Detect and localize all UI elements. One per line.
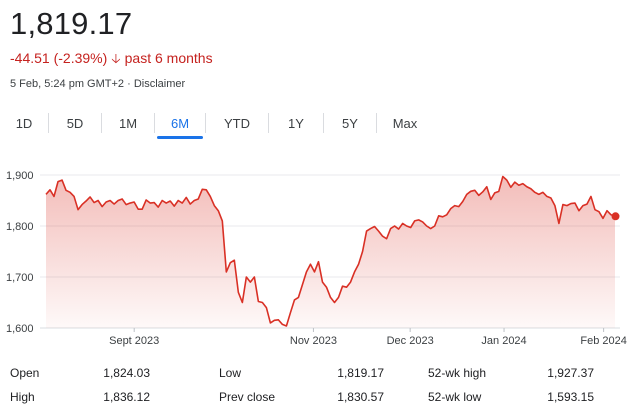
tab-divider bbox=[205, 113, 206, 133]
x-tick-label: Nov 2023 bbox=[290, 335, 337, 347]
stat-value-52wk-low: 1,593.15 bbox=[547, 390, 594, 404]
x-tick-label: Dec 2023 bbox=[387, 335, 434, 347]
time-range-tabs: 1D 5D 1M 6M YTD 1Y 5Y Max bbox=[0, 108, 433, 139]
tab-5y[interactable]: 5Y bbox=[342, 115, 358, 131]
tab-1y[interactable]: 1Y bbox=[288, 115, 304, 131]
x-tick-label: Feb 2024 bbox=[580, 335, 626, 347]
disclaimer-link[interactable]: Disclaimer bbox=[133, 78, 186, 90]
tab-1m[interactable]: 1M bbox=[118, 115, 138, 131]
tab-divider bbox=[48, 113, 49, 133]
stat-label-52wk-high: 52-wk high bbox=[428, 366, 487, 380]
price-line bbox=[45, 175, 616, 327]
price-change: -44.51 (-2.39%) 🡣 past 6 months bbox=[10, 50, 213, 66]
stat-label-prev-close: Prev close bbox=[219, 390, 276, 404]
tab-divider bbox=[376, 113, 377, 133]
meta-separator: · bbox=[127, 78, 131, 90]
last-price-dot bbox=[611, 212, 620, 221]
stock-price: 1,819.17 bbox=[10, 6, 133, 41]
quote-meta: 5 Feb, 5:24 pm GMT+2 · Disclaimer bbox=[10, 78, 185, 90]
stat-value-prev-close: 1,830.57 bbox=[337, 390, 384, 404]
y-tick-label: 1,700 bbox=[6, 272, 34, 284]
x-tick-label: Jan 2024 bbox=[481, 335, 526, 347]
stat-label-open: Open bbox=[10, 366, 40, 380]
price-chart[interactable]: 1,600 1,700 1,800 1,900 Sept 2023 Nov 2023 Dec… bbox=[0, 150, 634, 350]
stat-label-52wk-low: 52-wk low bbox=[428, 390, 482, 404]
tab-1d[interactable]: 1D bbox=[15, 115, 33, 131]
stat-value-open: 1,824.03 bbox=[103, 366, 150, 380]
tab-6m[interactable]: 6M bbox=[155, 110, 205, 139]
tab-ytd[interactable]: YTD bbox=[224, 115, 250, 131]
change-period: past 6 months bbox=[124, 50, 213, 66]
stat-value-high: 1,836.12 bbox=[103, 390, 150, 404]
y-tick-label: 1,900 bbox=[6, 170, 34, 182]
y-tick-label: 1,600 bbox=[6, 323, 34, 335]
tab-divider bbox=[268, 113, 269, 133]
tab-divider bbox=[323, 113, 324, 133]
x-tick-label: Sept 2023 bbox=[109, 335, 159, 347]
tab-divider bbox=[101, 113, 102, 133]
quote-timestamp: 5 Feb, 5:24 pm GMT+2 bbox=[10, 78, 125, 90]
stat-value-low: 1,819.17 bbox=[337, 366, 384, 380]
y-tick-label: 1,800 bbox=[6, 221, 34, 233]
tab-divider bbox=[154, 113, 155, 133]
tab-5d[interactable]: 5D bbox=[66, 115, 84, 131]
tab-max[interactable]: Max bbox=[392, 115, 418, 131]
stat-label-low: Low bbox=[219, 366, 242, 380]
arrow-down-icon: 🡣 bbox=[111, 50, 121, 66]
stat-label-high: High bbox=[10, 390, 35, 404]
stat-value-52wk-high: 1,927.37 bbox=[547, 366, 594, 380]
change-value: -44.51 (-2.39%) bbox=[10, 50, 108, 66]
price-area bbox=[46, 176, 615, 328]
